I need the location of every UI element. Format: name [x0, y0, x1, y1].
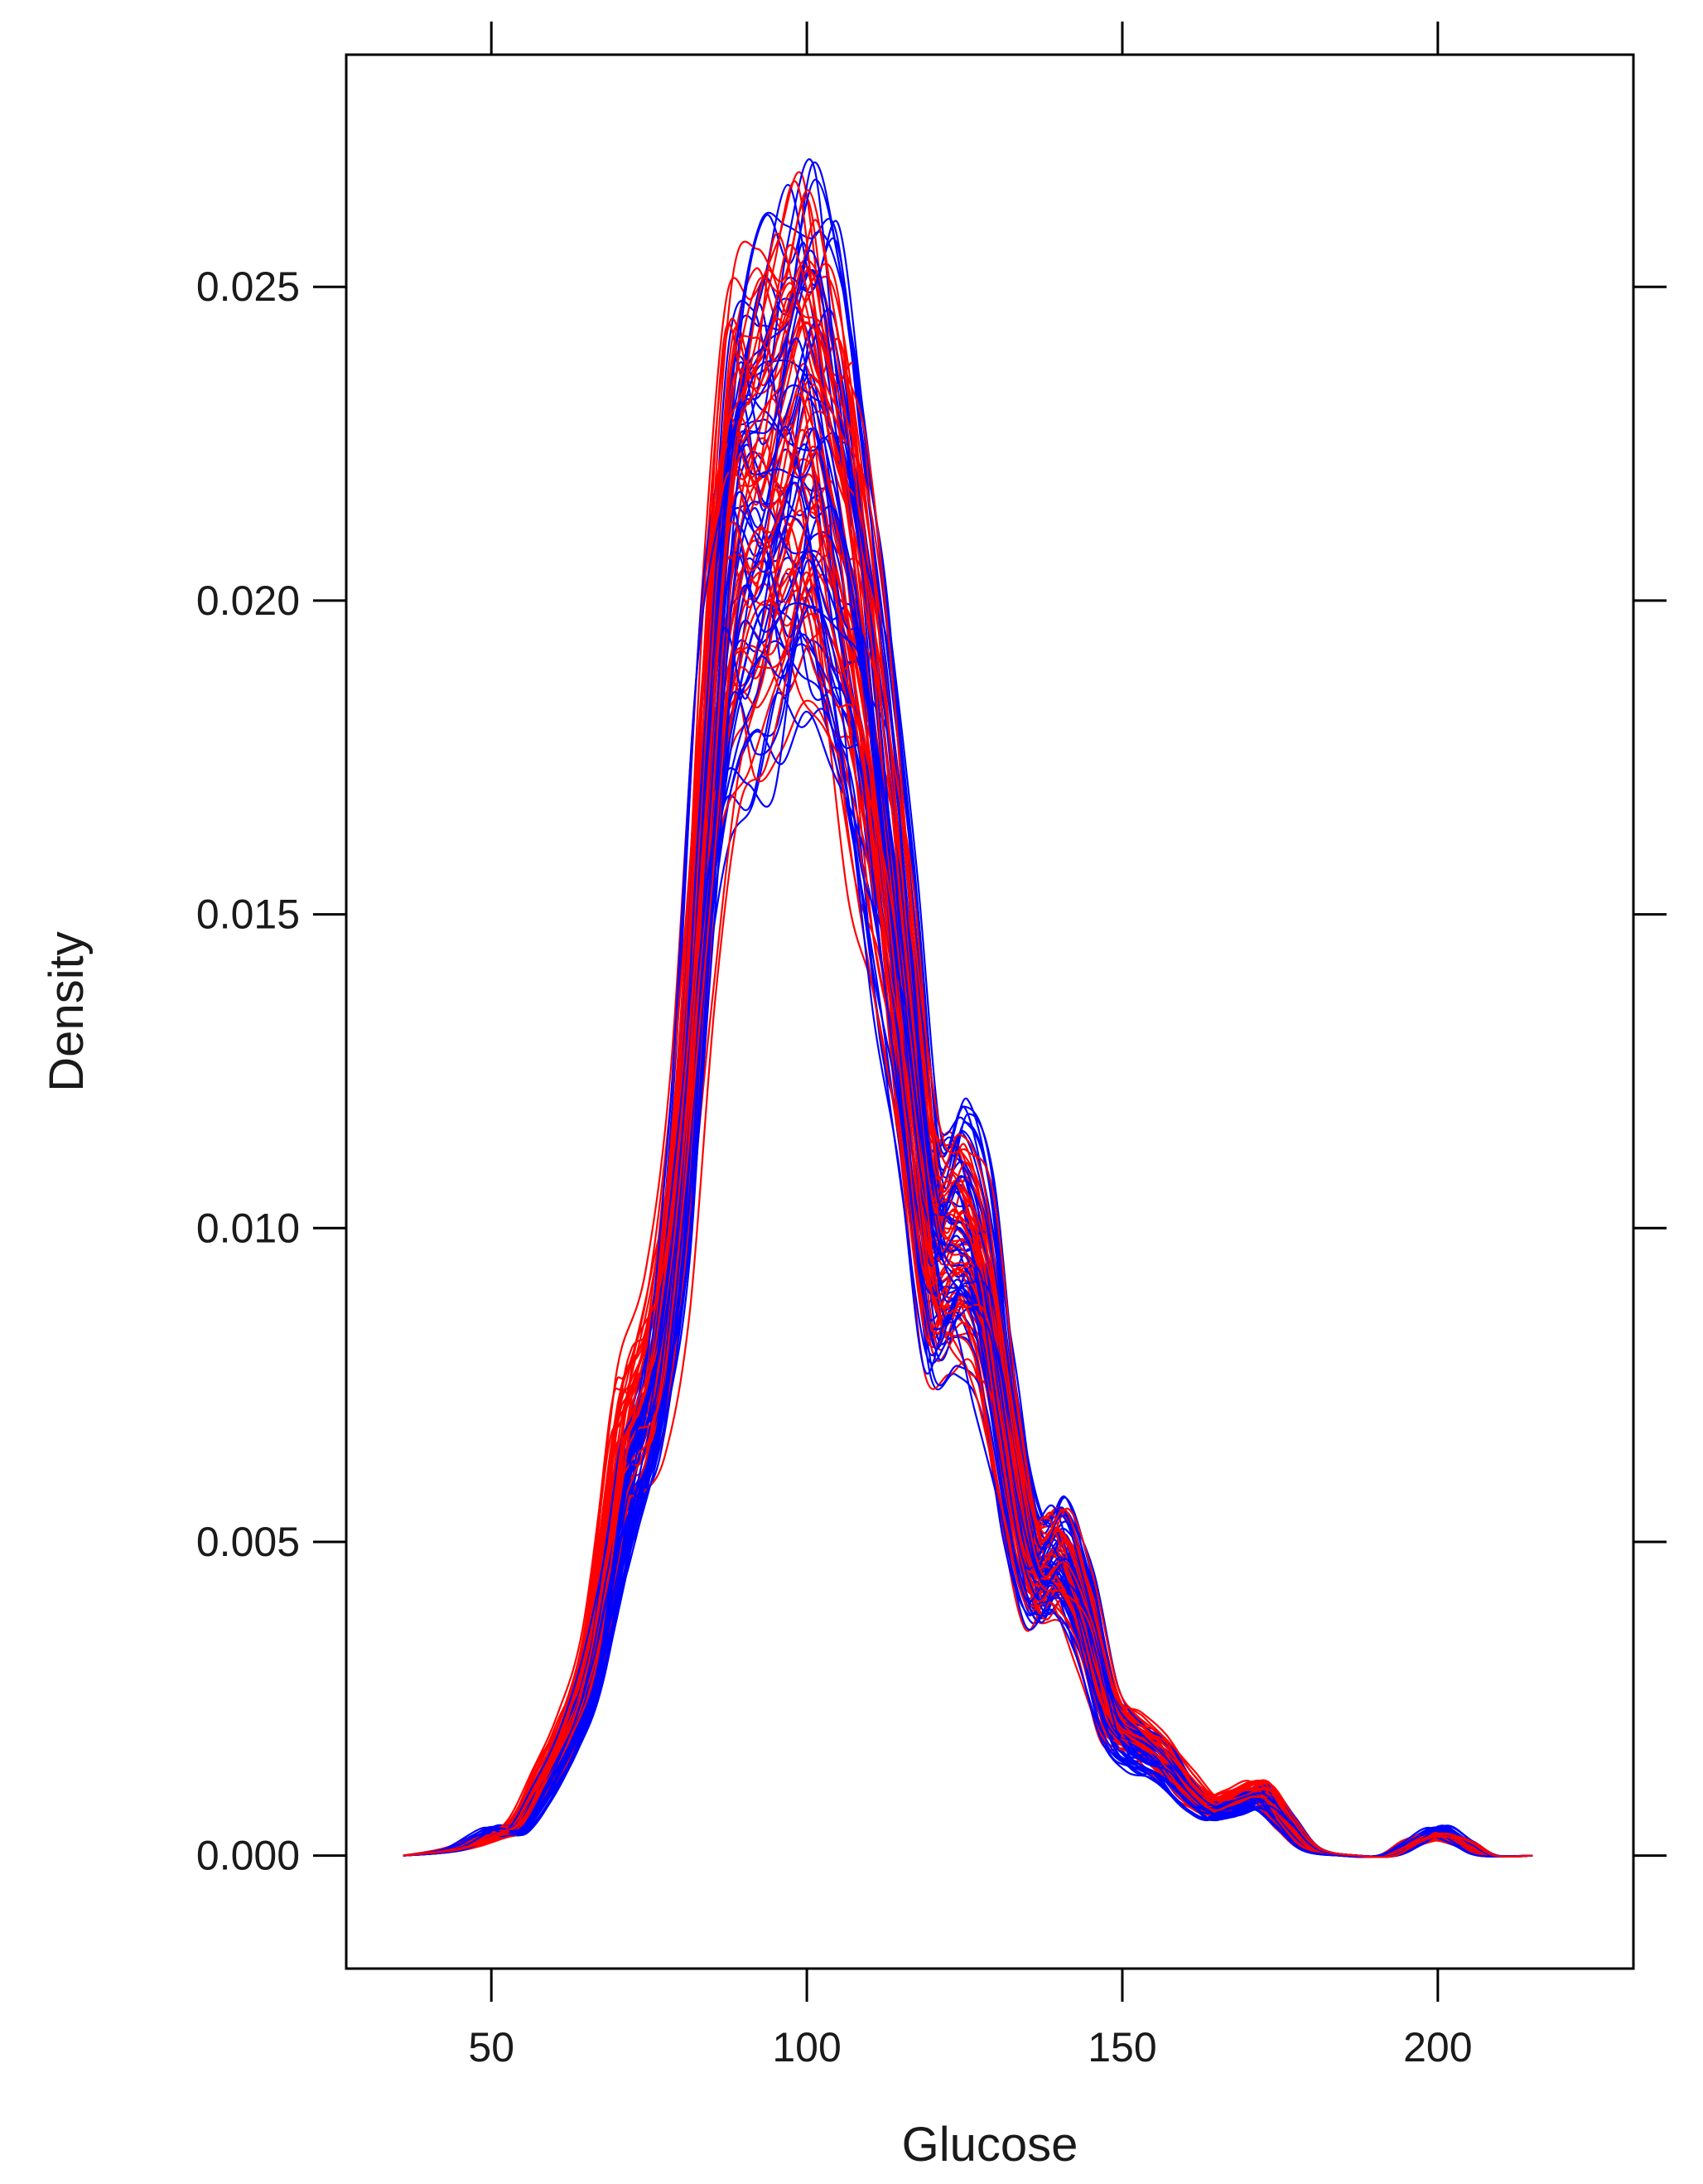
- red-density-curve: [403, 511, 1533, 1858]
- red-density-curve: [403, 232, 1533, 1858]
- red-density-curve: [403, 398, 1533, 1858]
- blue-density-curve: [403, 302, 1533, 1858]
- red-density-curve: [403, 384, 1533, 1858]
- red-density-curve: [403, 259, 1533, 1858]
- red-density-curve: [403, 380, 1533, 1858]
- red-density-curve: [403, 180, 1533, 1858]
- x-tick-label: 50: [468, 2024, 514, 2070]
- axis-tick-labels: 50 100 150 200 0.000 0.005 0.010 0.015 0.020 0.02…: [196, 263, 1473, 2070]
- red-density-curve: [403, 318, 1533, 1858]
- red-density-curve: [403, 244, 1533, 1858]
- blue-density-curve: [403, 297, 1533, 1858]
- axis-ticks: [313, 22, 1667, 2002]
- blue-density-curve: [403, 361, 1533, 1858]
- blue-density-curve: [403, 211, 1533, 1858]
- blue-density-curve: [403, 286, 1533, 1858]
- red-density-curve: [403, 263, 1533, 1858]
- red-density-curve: [403, 321, 1533, 1858]
- red-density-curve: [403, 268, 1533, 1858]
- red-density-curve: [403, 375, 1533, 1858]
- y-tick-label: 0.025: [196, 263, 300, 310]
- red-density-curve: [403, 275, 1533, 1858]
- blue-density-curve: [403, 230, 1533, 1858]
- y-tick-label: 0.005: [196, 1519, 300, 1565]
- blue-density-curve: [403, 584, 1533, 1858]
- blue-density-curve: [403, 269, 1533, 1858]
- blue-density-curve: [403, 448, 1533, 1858]
- blue-density-curve: [403, 241, 1533, 1858]
- blue-density-curve: [403, 551, 1533, 1858]
- blue-density-curve: [403, 183, 1533, 1858]
- plot-frame: [345, 53, 1635, 1970]
- y-tick-label: 0.020: [196, 577, 300, 624]
- y-tick-label: 0.015: [196, 891, 300, 938]
- blue-density-curve: [403, 436, 1533, 1858]
- red-density-curve: [403, 600, 1533, 1858]
- x-tick-label: 150: [1088, 2024, 1156, 2070]
- blue-density-curve: [403, 237, 1533, 1858]
- blue-density-curve: [403, 178, 1533, 1858]
- blue-density-curve: [403, 161, 1533, 1858]
- y-tick-label: 0.000: [196, 1833, 300, 1879]
- red-density-curve: [403, 291, 1533, 1858]
- blue-density-curve: [403, 394, 1533, 1858]
- y-tick-label: 0.010: [196, 1205, 300, 1251]
- red-density-curve: [403, 264, 1533, 1858]
- x-axis-title: Glucose: [902, 2118, 1078, 2172]
- red-density-curve: [403, 263, 1533, 1858]
- blue-density-curve: [403, 337, 1533, 1858]
- red-density-curve: [403, 219, 1533, 1858]
- blue-density-curve: [403, 249, 1533, 1858]
- red-density-curve: [403, 196, 1533, 1858]
- red-density-curve: [403, 282, 1533, 1858]
- red-density-curve: [403, 452, 1533, 1858]
- red-density-curve: [403, 171, 1533, 1858]
- blue-density-curve: [403, 268, 1533, 1858]
- blue-density-curve: [403, 323, 1533, 1858]
- blue-density-curve: [403, 158, 1533, 1858]
- red-density-curve: [403, 458, 1533, 1858]
- blue-density-curve: [403, 359, 1533, 1858]
- red-density-curve: [403, 290, 1533, 1858]
- red-density-curve: [403, 322, 1533, 1858]
- blue-density-curve: [403, 633, 1533, 1858]
- x-tick-label: 200: [1403, 2024, 1472, 2070]
- y-axis-title: Density: [40, 931, 94, 1091]
- red-density-curve: [403, 363, 1533, 1858]
- red-density-curve: [403, 189, 1533, 1858]
- blue-density-curve: [403, 450, 1533, 1858]
- blue-density-curve: [403, 398, 1533, 1858]
- blue-density-curve: [403, 321, 1533, 1858]
- x-tick-label: 100: [772, 2024, 841, 2070]
- density-curves: [403, 158, 1533, 1858]
- red-density-curve: [403, 437, 1533, 1858]
